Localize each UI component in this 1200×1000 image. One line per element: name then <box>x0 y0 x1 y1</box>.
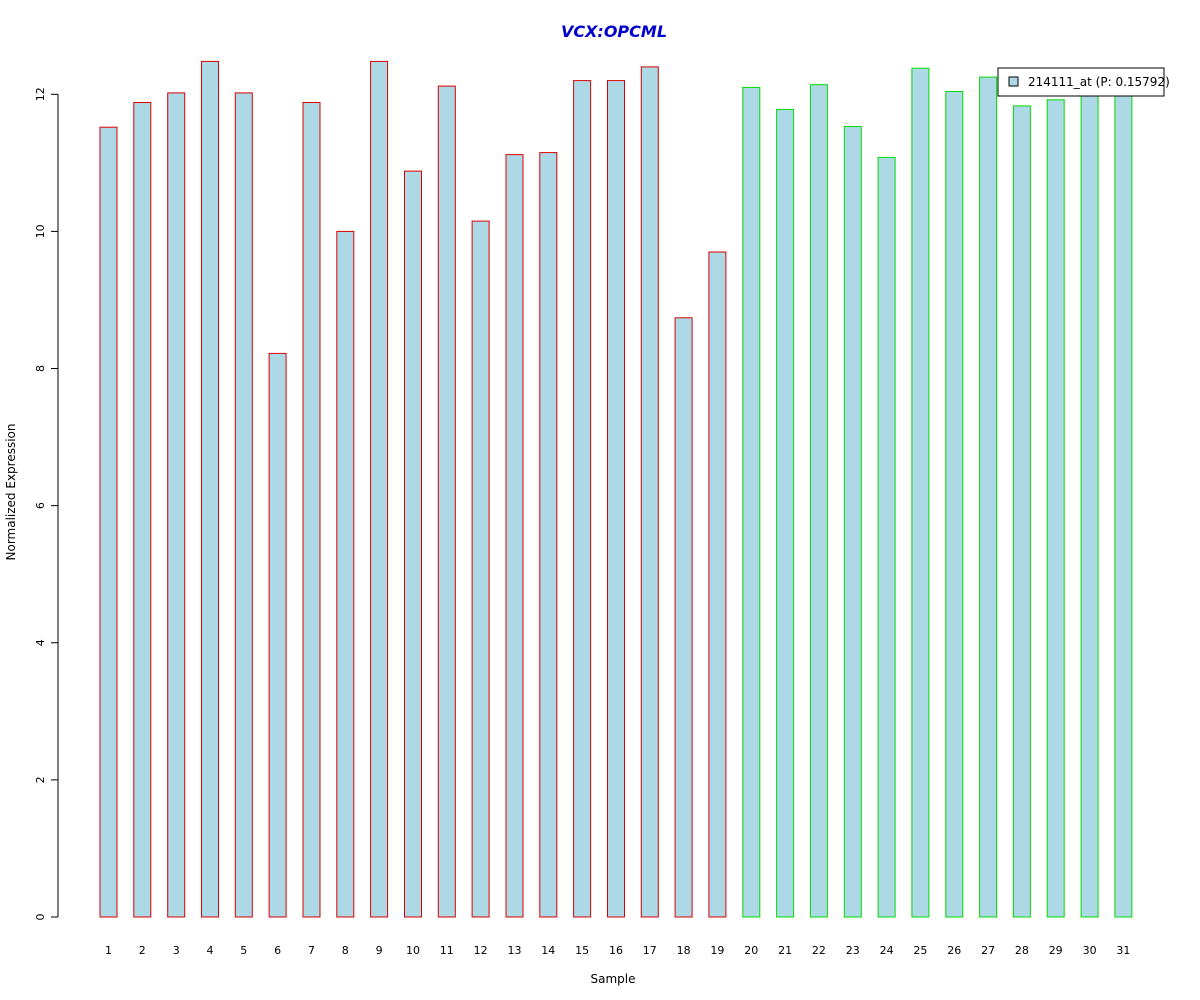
bar-sample-1 <box>99 126 118 918</box>
x-tick-label: 31 <box>1116 944 1130 957</box>
x-axis-label: Sample <box>591 972 636 986</box>
x-tick-label: 21 <box>778 944 792 957</box>
legend: 214111_at (P: 0.15792) <box>997 67 1170 97</box>
x-tick-label: 28 <box>1015 944 1029 957</box>
x-tick-label: 16 <box>609 944 623 957</box>
bar-sample-11 <box>437 85 456 918</box>
y-tick-label: 12 <box>34 87 47 101</box>
x-tick-label: 7 <box>308 944 315 957</box>
bar-sample-20 <box>742 86 761 918</box>
bar-sample-28 <box>1012 105 1031 918</box>
x-tick-label: 20 <box>744 944 758 957</box>
legend-label: 214111_at (P: 0.15792) <box>1028 75 1170 89</box>
x-tick-label: 18 <box>677 944 691 957</box>
y-tick-label: 10 <box>34 224 47 238</box>
bar-sample-23 <box>843 126 862 918</box>
x-tick-label: 27 <box>981 944 995 957</box>
bar-sample-8 <box>336 230 355 918</box>
x-tick-label: 15 <box>575 944 589 957</box>
bar-sample-14 <box>539 152 558 918</box>
bar-sample-17 <box>640 66 659 918</box>
bar-sample-25 <box>911 67 930 918</box>
x-tick-label: 11 <box>440 944 454 957</box>
x-tick-label: 4 <box>207 944 214 957</box>
bar-sample-30 <box>1080 93 1099 918</box>
bar-sample-31 <box>1114 93 1133 918</box>
bar-sample-27 <box>979 76 998 918</box>
y-tick-label: 4 <box>34 639 47 646</box>
x-tick-label: 6 <box>274 944 281 957</box>
x-tick-label: 29 <box>1049 944 1063 957</box>
x-tick-label: 2 <box>139 944 146 957</box>
bar-sample-24 <box>877 156 896 918</box>
y-tick-label: 6 <box>34 502 47 509</box>
bar-sample-19 <box>708 251 727 918</box>
x-tick-label: 17 <box>643 944 657 957</box>
x-tick-label: 19 <box>710 944 724 957</box>
bar-sample-16 <box>607 80 625 918</box>
x-tick-label: 5 <box>240 944 247 957</box>
bar-sample-9 <box>370 60 389 918</box>
x-tick-labels: 1 2 3 4 5 6 7 8 9 10 11 12 13 14 15 16 17 18 19 20 21 22 23 24 2… <box>105 944 1130 957</box>
bar-sample-13 <box>505 154 524 918</box>
bar-sample-3 <box>167 92 186 918</box>
x-tick-label: 8 <box>342 944 349 957</box>
bars-layer <box>99 60 1133 918</box>
y-tick-label: 0 <box>34 914 47 921</box>
x-tick-label: 26 <box>947 944 961 957</box>
x-tick-label: 22 <box>812 944 826 957</box>
bar-sample-15 <box>573 80 592 918</box>
bar-sample-6 <box>268 352 287 918</box>
x-tick-label: 12 <box>474 944 488 957</box>
y-axis-label: Normalized Expression <box>4 423 18 560</box>
y-tick-label: 2 <box>34 776 47 783</box>
x-tick-label: 25 <box>913 944 927 957</box>
bar-sample-7 <box>302 102 321 918</box>
bar-sample-26 <box>945 91 964 918</box>
bar-sample-12 <box>471 220 490 918</box>
bar-sample-2 <box>133 102 152 918</box>
bar-sample-5 <box>234 92 253 918</box>
x-tick-label: 9 <box>376 944 383 957</box>
y-tick-label: 8 <box>34 365 47 372</box>
x-tick-label: 3 <box>173 944 180 957</box>
x-tick-label: 1 <box>105 944 112 957</box>
x-tick-label: 24 <box>880 944 894 957</box>
bar-sample-18 <box>674 317 693 918</box>
bar-sample-21 <box>776 108 795 918</box>
x-tick-label: 14 <box>541 944 555 957</box>
bar-sample-22 <box>809 84 828 918</box>
y-axis: 0 2 4 6 8 10 12 <box>34 87 59 921</box>
bar-sample-10 <box>404 170 422 918</box>
x-tick-label: 13 <box>508 944 522 957</box>
x-tick-label: 10 <box>406 944 420 957</box>
bar-sample-4 <box>201 60 219 918</box>
legend-swatch <box>1008 76 1019 87</box>
bar-sample-29 <box>1046 99 1065 918</box>
x-tick-label: 23 <box>846 944 860 957</box>
x-tick-label: 30 <box>1083 944 1097 957</box>
chart-title: VCX:OPCML <box>561 22 667 41</box>
legend-box <box>997 67 1165 97</box>
